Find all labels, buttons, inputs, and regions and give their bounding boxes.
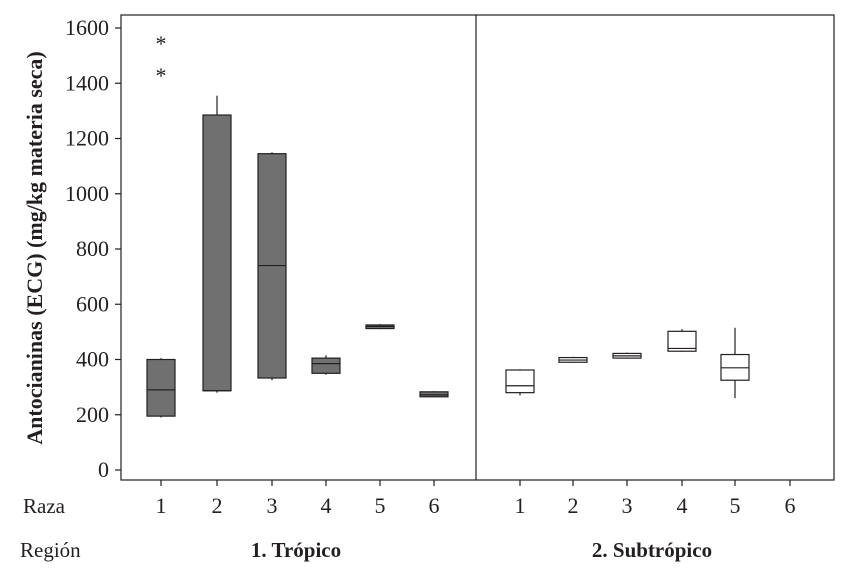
box-1-raza-1: ** (146, 31, 176, 418)
box-2-raza-5 (720, 327, 750, 399)
box-iqr (146, 358, 176, 417)
box-1-raza-4 (311, 355, 341, 375)
x-tick-label: 6 (785, 493, 796, 518)
region-row-label: Región (20, 538, 81, 562)
box-2-raza-4 (667, 329, 697, 352)
outlier-marker: * (156, 31, 167, 56)
box-iqr (202, 114, 232, 392)
y-tick-label: 1400 (65, 70, 109, 95)
box-2-raza-3 (612, 352, 642, 359)
y-tick-label: 600 (76, 291, 109, 316)
x-tick-label: 4 (677, 493, 688, 518)
plot-marks: ** (146, 31, 750, 418)
x-tick-label: 2 (568, 493, 579, 518)
axes: 0 200 400 600 800 1000 1200 1400 1600 1 2 3 4 5 6 1 2 3 4 5… (65, 14, 835, 518)
x-tick-label: 3 (622, 493, 633, 518)
y-tick-label: 1200 (65, 126, 109, 151)
raza-row-label: Raza (23, 494, 66, 518)
x-tick-label: 1 (515, 493, 526, 518)
y-tick-label: 200 (76, 402, 109, 427)
box-1-raza-2 (202, 95, 232, 393)
box-2-raza-2 (558, 356, 588, 363)
y-tick-label: 800 (76, 236, 109, 261)
region-label-subtropico: 2. Subtrópico (592, 538, 712, 562)
y-tick-label: 1600 (65, 15, 109, 40)
y-tick-label: 0 (98, 457, 109, 482)
outlier-marker: * (156, 63, 167, 88)
box-1-raza-5 (365, 324, 395, 330)
plot-frame (120, 14, 835, 481)
region-label-tropico: 1. Trópico (251, 538, 341, 562)
x-tick-label: 1 (156, 493, 167, 518)
x-tick-label: 6 (429, 493, 440, 518)
x-tick-label: 3 (267, 493, 278, 518)
box-iqr (667, 330, 697, 352)
box-1-raza-3 (257, 152, 287, 381)
x-tick-label: 5 (375, 493, 386, 518)
box-iqr (311, 357, 341, 374)
x-tick-label: 2 (212, 493, 223, 518)
box-iqr (505, 369, 535, 394)
x-tick-label: 4 (321, 493, 332, 518)
x-tick-label: 5 (730, 493, 741, 518)
y-tick-label: 1000 (65, 181, 109, 206)
box-2-raza-1 (505, 369, 535, 396)
y-axis-label: Antocianinas (ECG) (mg/kg materia seca) (22, 51, 47, 445)
box-1-raza-6 (419, 391, 449, 398)
y-tick-label: 400 (76, 347, 109, 372)
